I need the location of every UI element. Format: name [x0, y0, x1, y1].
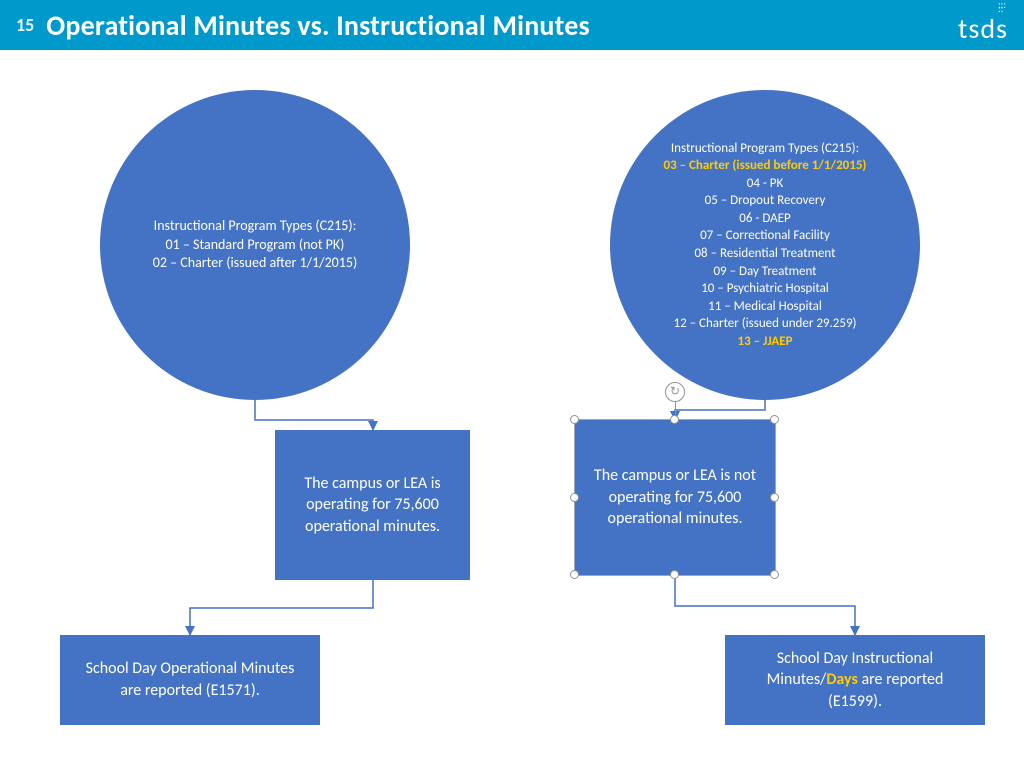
selection-handle[interactable]: [570, 415, 579, 424]
left-bottom-box: School Day Operational Minutes are repor…: [60, 635, 320, 725]
selection-handle[interactable]: [570, 570, 579, 579]
left-circle: Instructional Program Types (C215):01 – …: [100, 90, 410, 400]
selection-handle[interactable]: [670, 415, 679, 424]
slide-header: 15 Operational Minutes vs. Instructional…: [0, 0, 1024, 50]
logo-dots-icon: :::::: [998, 3, 1006, 11]
slide-canvas: Instructional Program Types (C215):01 – …: [0, 50, 1024, 768]
slide-number: 15: [16, 14, 34, 36]
slide-title: Operational Minutes vs. Instructional Mi…: [46, 8, 590, 43]
selection-handle[interactable]: [570, 493, 579, 502]
rotation-handle-icon[interactable]: [665, 382, 685, 402]
tsds-logo: ::::: tsds: [958, 5, 1008, 46]
right-mid-box[interactable]: The campus or LEA is not operating for 7…: [575, 420, 775, 575]
right-bottom-box: School Day Instructional Minutes/Days ar…: [725, 635, 985, 725]
selection-handle[interactable]: [770, 415, 779, 424]
selection-handle[interactable]: [770, 570, 779, 579]
selection-handle[interactable]: [770, 493, 779, 502]
selection-handle[interactable]: [670, 570, 679, 579]
left-mid-box: The campus or LEA is operating for 75,60…: [275, 430, 470, 580]
right-circle: Instructional Program Types (C215):03 – …: [610, 90, 920, 400]
logo-text: tsds: [958, 11, 1008, 46]
